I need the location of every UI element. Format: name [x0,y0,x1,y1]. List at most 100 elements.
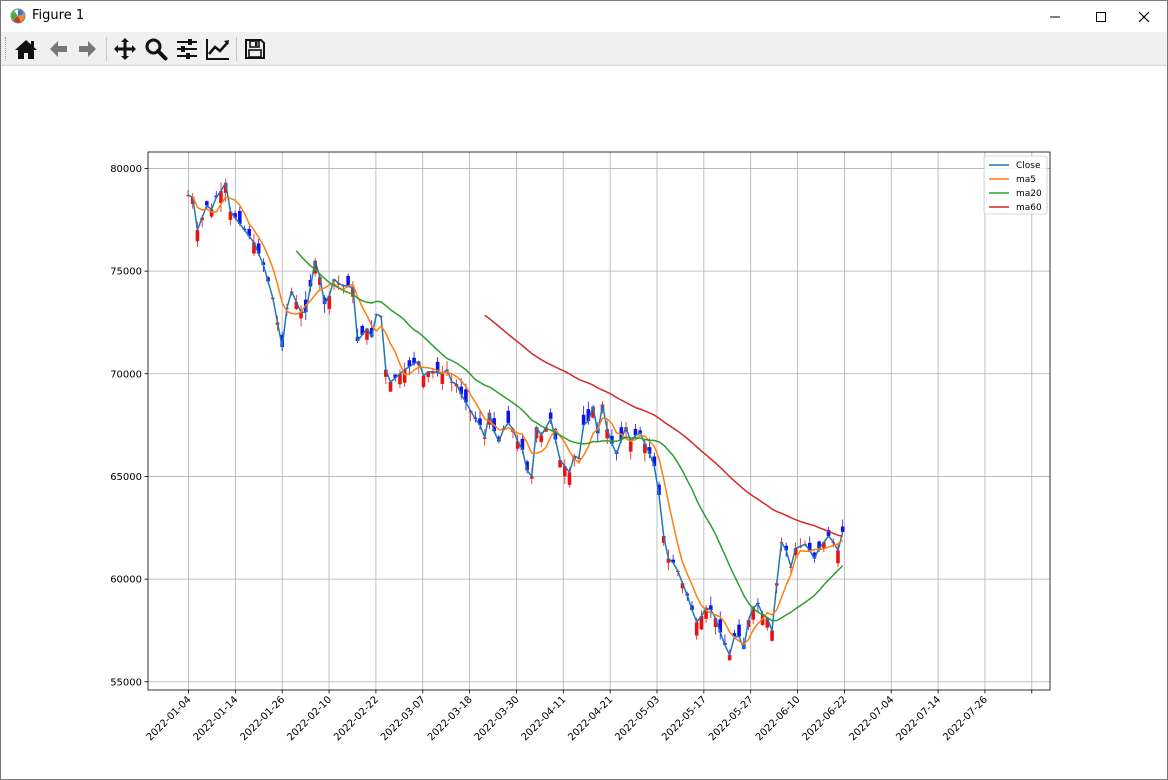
candle-body [464,389,468,403]
line-ma5 [192,195,844,646]
x-tick-label: 2022-02-22 [332,694,381,743]
candle-body [360,325,365,335]
candle-body [247,228,252,237]
minimize-button[interactable] [1032,1,1078,32]
x-tick-label: 2022-07-04 [847,694,896,743]
x-tick-label: 2022-01-26 [238,694,287,743]
candle-body [826,529,831,536]
edit-axis-icon [206,39,229,60]
candle-body [822,542,826,548]
candle-body [704,607,708,619]
candle-body [619,427,624,440]
edit-axis-button[interactable] [205,36,231,62]
x-tick-label: 2022-03-30 [473,694,522,743]
line-ma60 [484,314,843,538]
candle-body [548,412,553,419]
home-button[interactable] [13,36,39,62]
candle-body [812,552,817,559]
candle-body [539,435,544,443]
y-tick-label: 80000 [110,164,142,175]
stock-chart[interactable]: 55000 60000 65000 70000 75000 80000 2022-01-0… [1,66,1167,779]
candle-body [694,622,699,636]
line-close [187,182,844,656]
pan-icon [114,38,136,60]
candle-body [440,373,445,384]
legend-label-ma60: ma60 [1016,203,1042,213]
minimize-icon [1050,16,1060,17]
candle-body [567,472,572,485]
candle-body [840,526,845,532]
candle-body [459,386,463,395]
candle-body [718,619,723,633]
toolbar-separator [236,37,237,61]
save-icon [245,39,265,59]
back-arrow-icon [50,41,67,57]
candle-body [482,437,487,439]
pan-button[interactable] [112,36,138,62]
line-ma20 [295,250,844,622]
candle-body [727,655,732,661]
candle-body [643,443,647,454]
candle-body [647,447,652,454]
configure-subplots-button[interactable] [174,36,200,62]
subplots-icon [177,39,197,59]
candle-body [369,327,374,337]
forward-button[interactable] [75,36,101,62]
candle-body [365,328,369,340]
candle-body [544,427,548,432]
candle-body [525,461,529,471]
x-tick-label: 2022-06-22 [801,694,850,743]
axes-frame [147,151,1051,691]
candle-body [497,436,501,442]
figure-canvas[interactable]: 55000 60000 65000 70000 75000 80000 2022-01-0… [1,66,1167,779]
series-lines [187,182,844,656]
candle-body [294,301,299,309]
back-button[interactable] [45,36,71,62]
candle-body [219,191,223,204]
candle-body [732,633,737,637]
grid-lines [148,152,1050,690]
candle-body [605,429,609,439]
candle-body [402,369,407,383]
candle-body [238,210,242,224]
candle-body [586,409,591,421]
candle-body [836,550,840,564]
candle-body [610,435,614,444]
candle-body [558,460,562,468]
y-axis: 55000 60000 65000 70000 75000 80000 [110,164,148,688]
candle-body [299,312,303,319]
plot-area [148,152,1050,690]
candle-body [751,607,755,620]
candle-body [628,441,633,452]
candle-body [666,558,671,563]
candle-body [591,406,595,418]
candle-body [388,381,393,392]
candle-body [652,456,657,467]
candle-body [515,441,520,449]
candle-body [581,414,586,426]
x-tick-label: 2022-05-17 [660,694,709,743]
candle-body [699,616,704,630]
candle-body [233,213,237,218]
zoom-button[interactable] [143,36,169,62]
x-tick-label: 2022-06-10 [754,694,803,743]
candle-body [713,618,718,628]
candle-body [426,371,431,377]
candle-body [765,618,770,628]
candle-body [209,209,214,217]
candle-body [384,369,388,377]
y-tick-label: 65000 [110,472,142,483]
maximize-button[interactable] [1078,1,1124,32]
x-tick-label: 2022-07-26 [941,694,990,743]
candle-body [709,605,713,610]
y-tick-label: 70000 [110,369,142,380]
candle-body [398,373,402,385]
candle-body [817,541,821,549]
legend-label-close: Close [1016,161,1041,171]
close-button[interactable] [1121,1,1167,32]
y-tick-label: 75000 [110,267,142,278]
candle-body [407,360,412,367]
x-tick-label: 2022-04-11 [520,694,569,743]
save-button[interactable] [242,36,268,62]
